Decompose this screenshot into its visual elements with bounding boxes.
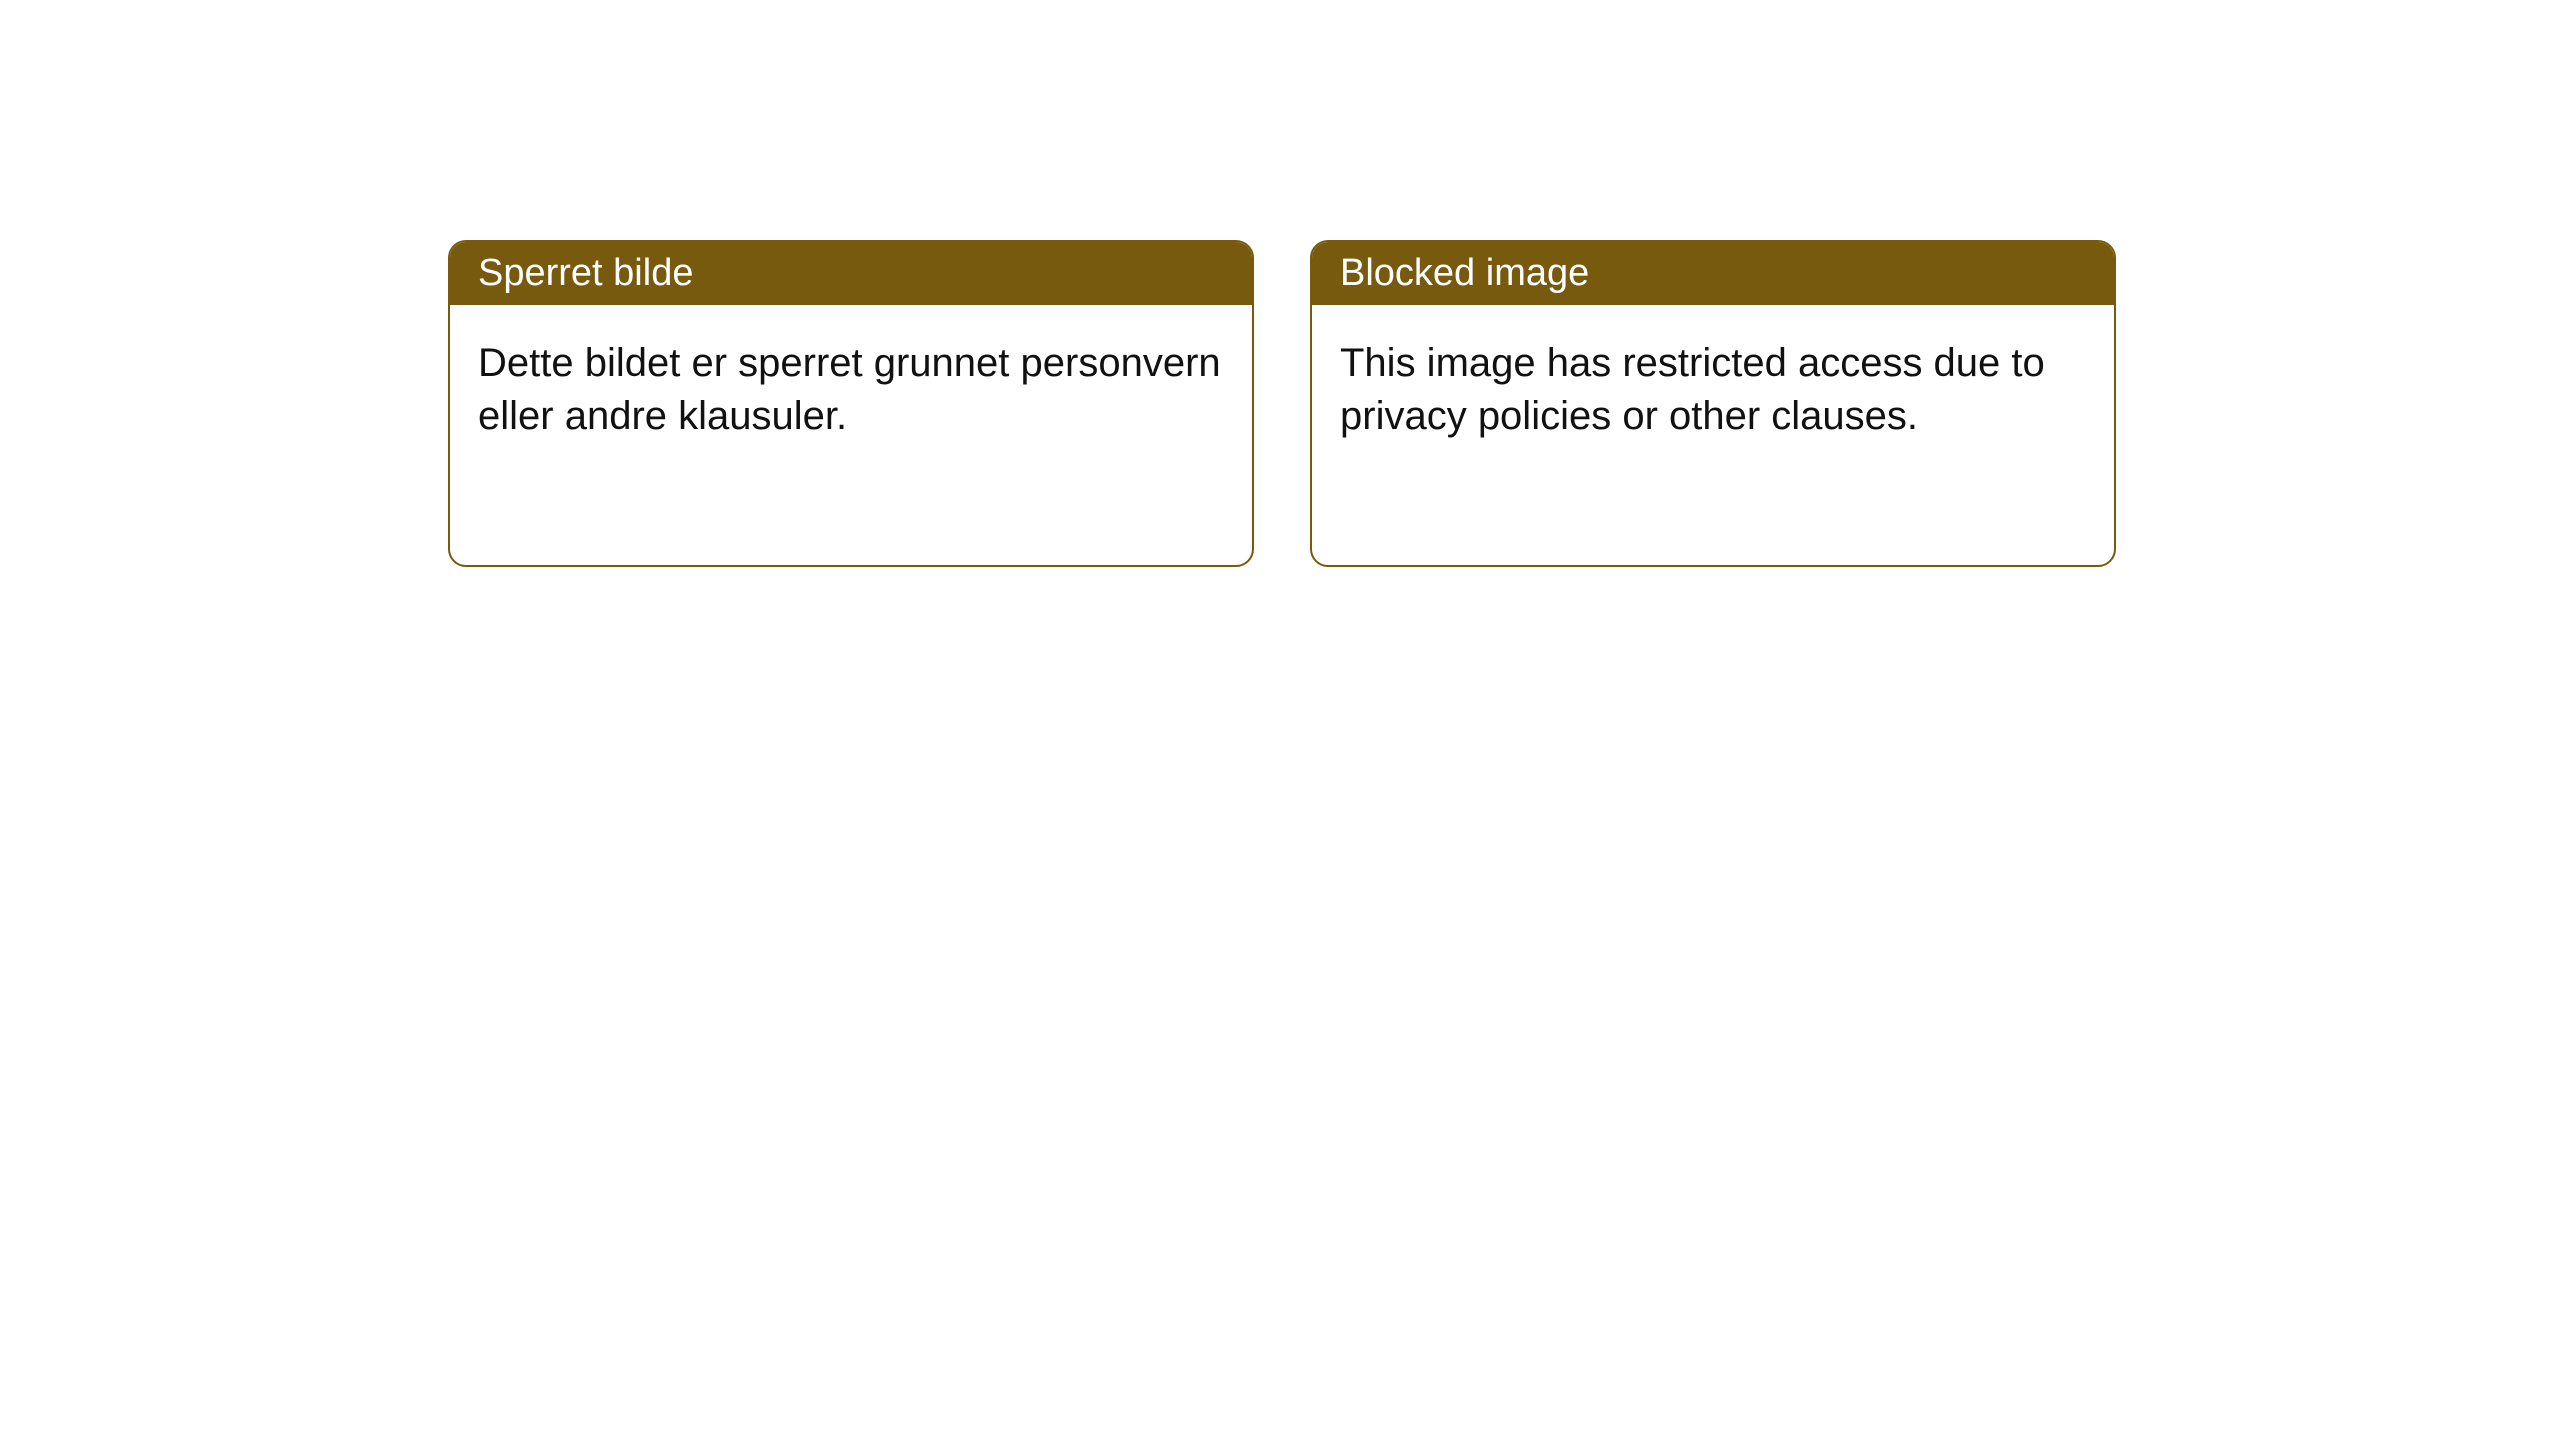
notice-header-en: Blocked image	[1312, 242, 2114, 305]
notice-header-no: Sperret bilde	[450, 242, 1252, 305]
notice-card-en: Blocked image This image has restricted …	[1310, 240, 2116, 567]
notice-body-en: This image has restricted access due to …	[1312, 305, 2114, 565]
notice-container: Sperret bilde Dette bildet er sperret gr…	[0, 0, 2560, 567]
notice-card-no: Sperret bilde Dette bildet er sperret gr…	[448, 240, 1254, 567]
notice-body-no: Dette bildet er sperret grunnet personve…	[450, 305, 1252, 565]
